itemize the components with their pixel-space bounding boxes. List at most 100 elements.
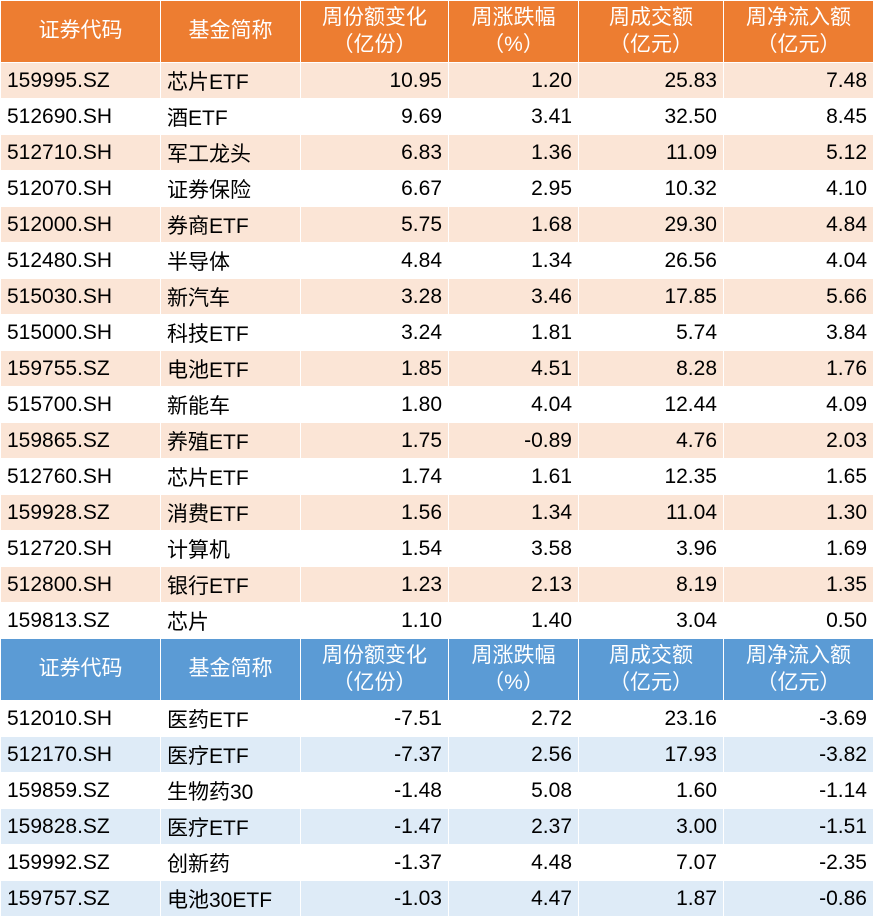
cell-pct-change: 1.68 bbox=[449, 207, 579, 243]
cell-share-change: 1.75 bbox=[301, 423, 449, 459]
cell-share-change: 10.95 bbox=[301, 63, 449, 99]
cell-pct-change: 3.41 bbox=[449, 99, 579, 135]
cell-code: 512720.SH bbox=[1, 531, 161, 567]
cell-pct-change: 5.08 bbox=[449, 773, 579, 809]
etf-table: 证券代码 基金简称 周份额变化（亿份） 周涨跌幅（%） 周成交额（亿元） 周净流… bbox=[0, 0, 873, 917]
cell-share-change: 1.23 bbox=[301, 567, 449, 603]
cell-net-inflow: -1.51 bbox=[724, 809, 873, 845]
cell-pct-change: 2.13 bbox=[449, 567, 579, 603]
cell-share-change: -1.47 bbox=[301, 809, 449, 845]
cell-net-inflow: 4.09 bbox=[724, 387, 873, 423]
cell-pct-change: 2.72 bbox=[449, 701, 579, 737]
cell-name: 电池30ETF bbox=[161, 881, 301, 917]
header-top: 证券代码 基金简称 周份额变化（亿份） 周涨跌幅（%） 周成交额（亿元） 周净流… bbox=[1, 1, 873, 63]
cell-name: 芯片 bbox=[161, 603, 301, 639]
cell-pct-change: 2.37 bbox=[449, 809, 579, 845]
cell-code: 515700.SH bbox=[1, 387, 161, 423]
cell-code: 512480.SH bbox=[1, 243, 161, 279]
col-code: 证券代码 bbox=[1, 639, 161, 701]
cell-name: 军工龙头 bbox=[161, 135, 301, 171]
cell-turnover: 17.93 bbox=[579, 737, 724, 773]
cell-net-inflow: -1.14 bbox=[724, 773, 873, 809]
cell-turnover: 12.44 bbox=[579, 387, 724, 423]
table-row: 159995.SZ芯片ETF10.951.2025.837.48 bbox=[1, 63, 873, 99]
cell-share-change: 1.80 bbox=[301, 387, 449, 423]
cell-net-inflow: 1.69 bbox=[724, 531, 873, 567]
table-row: 515000.SH科技ETF3.241.815.743.84 bbox=[1, 315, 873, 351]
cell-net-inflow: 1.76 bbox=[724, 351, 873, 387]
cell-net-inflow: 1.30 bbox=[724, 495, 873, 531]
cell-name: 银行ETF bbox=[161, 567, 301, 603]
table-row: 159755.SZ电池ETF1.854.518.281.76 bbox=[1, 351, 873, 387]
cell-name: 计算机 bbox=[161, 531, 301, 567]
cell-code: 515000.SH bbox=[1, 315, 161, 351]
cell-code: 159757.SZ bbox=[1, 881, 161, 917]
col-netinflow: 周净流入额（亿元） bbox=[724, 1, 873, 63]
cell-code: 159928.SZ bbox=[1, 495, 161, 531]
col-netinflow: 周净流入额（亿元） bbox=[724, 639, 873, 701]
cell-code: 512170.SH bbox=[1, 737, 161, 773]
cell-name: 养殖ETF bbox=[161, 423, 301, 459]
col-share: 周份额变化（亿份） bbox=[301, 639, 449, 701]
cell-turnover: 10.32 bbox=[579, 171, 724, 207]
cell-name: 新汽车 bbox=[161, 279, 301, 315]
col-turnover: 周成交额（亿元） bbox=[579, 639, 724, 701]
cell-turnover: 23.16 bbox=[579, 701, 724, 737]
table-row: 512720.SH计算机1.543.583.961.69 bbox=[1, 531, 873, 567]
cell-net-inflow: 5.12 bbox=[724, 135, 873, 171]
cell-name: 半导体 bbox=[161, 243, 301, 279]
cell-turnover: 29.30 bbox=[579, 207, 724, 243]
cell-turnover: 3.96 bbox=[579, 531, 724, 567]
col-pct: 周涨跌幅（%） bbox=[449, 1, 579, 63]
cell-code: 515030.SH bbox=[1, 279, 161, 315]
cell-code: 159995.SZ bbox=[1, 63, 161, 99]
cell-net-inflow: 1.35 bbox=[724, 567, 873, 603]
cell-pct-change: 1.34 bbox=[449, 495, 579, 531]
cell-turnover: 7.07 bbox=[579, 845, 724, 881]
cell-net-inflow: -3.69 bbox=[724, 701, 873, 737]
cell-share-change: 1.10 bbox=[301, 603, 449, 639]
cell-code: 159859.SZ bbox=[1, 773, 161, 809]
cell-name: 医疗ETF bbox=[161, 737, 301, 773]
cell-name: 电池ETF bbox=[161, 351, 301, 387]
cell-share-change: -1.37 bbox=[301, 845, 449, 881]
cell-pct-change: 2.56 bbox=[449, 737, 579, 773]
cell-share-change: 3.28 bbox=[301, 279, 449, 315]
table-row: 159865.SZ养殖ETF1.75-0.894.762.03 bbox=[1, 423, 873, 459]
cell-name: 创新药 bbox=[161, 845, 301, 881]
cell-pct-change: 1.61 bbox=[449, 459, 579, 495]
cell-code: 512710.SH bbox=[1, 135, 161, 171]
table-row: 159928.SZ消费ETF1.561.3411.041.30 bbox=[1, 495, 873, 531]
cell-code: 159813.SZ bbox=[1, 603, 161, 639]
table-row: 512760.SH芯片ETF1.741.6112.351.65 bbox=[1, 459, 873, 495]
table-row: 159757.SZ电池30ETF-1.034.471.87-0.86 bbox=[1, 881, 873, 917]
table-row: 512690.SH酒ETF9.693.4132.508.45 bbox=[1, 99, 873, 135]
cell-net-inflow: 7.48 bbox=[724, 63, 873, 99]
table-row: 515700.SH新能车1.804.0412.444.09 bbox=[1, 387, 873, 423]
cell-name: 医药ETF bbox=[161, 701, 301, 737]
cell-pct-change: 3.58 bbox=[449, 531, 579, 567]
cell-pct-change: 1.20 bbox=[449, 63, 579, 99]
cell-code: 512690.SH bbox=[1, 99, 161, 135]
cell-turnover: 4.76 bbox=[579, 423, 724, 459]
cell-name: 新能车 bbox=[161, 387, 301, 423]
cell-name: 芯片ETF bbox=[161, 459, 301, 495]
cell-net-inflow: 4.84 bbox=[724, 207, 873, 243]
cell-pct-change: 4.47 bbox=[449, 881, 579, 917]
table-row: 512170.SH医疗ETF-7.372.5617.93-3.82 bbox=[1, 737, 873, 773]
cell-net-inflow: -2.35 bbox=[724, 845, 873, 881]
cell-pct-change: 1.81 bbox=[449, 315, 579, 351]
cell-name: 酒ETF bbox=[161, 99, 301, 135]
cell-name: 生物药30 bbox=[161, 773, 301, 809]
cell-pct-change: -0.89 bbox=[449, 423, 579, 459]
col-turnover: 周成交额（亿元） bbox=[579, 1, 724, 63]
cell-turnover: 1.87 bbox=[579, 881, 724, 917]
table-row: 512800.SH银行ETF1.232.138.191.35 bbox=[1, 567, 873, 603]
cell-net-inflow: -3.82 bbox=[724, 737, 873, 773]
cell-name: 科技ETF bbox=[161, 315, 301, 351]
cell-net-inflow: 4.04 bbox=[724, 243, 873, 279]
col-name: 基金简称 bbox=[161, 1, 301, 63]
col-name: 基金简称 bbox=[161, 639, 301, 701]
cell-name: 证券保险 bbox=[161, 171, 301, 207]
cell-net-inflow: 4.10 bbox=[724, 171, 873, 207]
